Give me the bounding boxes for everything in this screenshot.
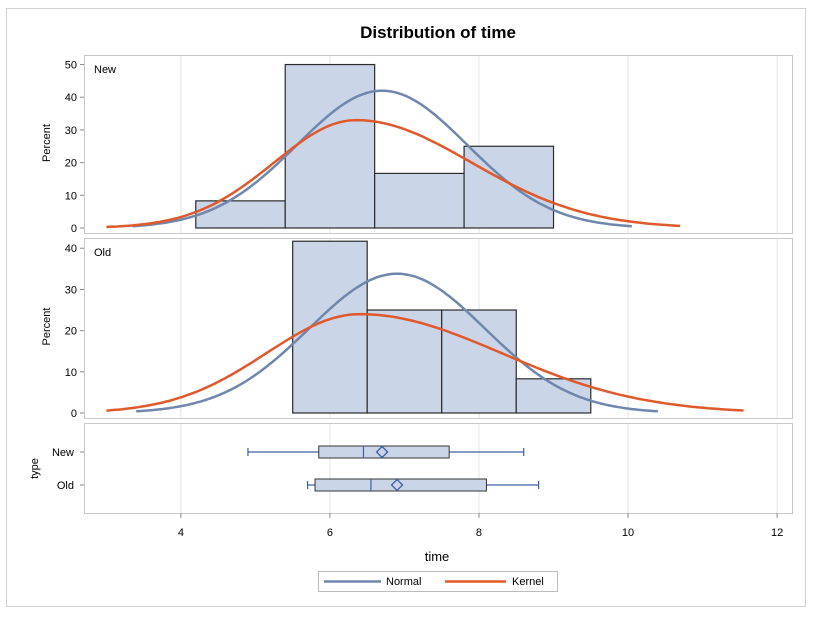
boxplot-new: New xyxy=(52,445,525,459)
y-tick-label: 40 xyxy=(65,243,77,255)
y-tick-label: 10 xyxy=(65,367,77,379)
normal-curve xyxy=(136,272,658,413)
x-axis: 4 6 8 10 12 xyxy=(178,513,783,539)
y-tick-label: 10 xyxy=(65,190,77,202)
normal-curve xyxy=(132,89,632,228)
mean-marker xyxy=(390,478,404,492)
legend-box xyxy=(318,571,558,592)
x-tick-label: 4 xyxy=(178,527,184,539)
histogram-bar xyxy=(463,145,555,229)
histogram-bar xyxy=(366,309,443,414)
group-label: New xyxy=(52,447,74,459)
histogram-bar xyxy=(374,172,465,229)
histogram-bar xyxy=(284,63,376,229)
y-tick-label: 30 xyxy=(65,284,77,296)
group-label: Old xyxy=(57,480,74,492)
mean-marker xyxy=(375,445,389,459)
kernel-curve xyxy=(106,312,744,412)
x-tick-label: 12 xyxy=(771,527,783,539)
panel-label: New xyxy=(94,64,116,76)
x-tick-label: 6 xyxy=(327,527,333,539)
histogram-panels: 0 10 20 30 40 50 New Percent 0 10 20 30 40 Old Percent xyxy=(41,55,793,420)
legend: Normal Kernel xyxy=(318,571,558,592)
box-y-axis-label: type xyxy=(29,458,41,479)
chart-title: Distribution of time xyxy=(360,23,516,42)
panel-label: Old xyxy=(94,247,111,259)
y-axis-label: Percent xyxy=(41,124,53,162)
y-tick-label: 20 xyxy=(65,326,77,338)
x-tick-label: 10 xyxy=(622,527,634,539)
kernel-curve xyxy=(106,118,681,229)
boxplot-panel: New Old type xyxy=(29,423,793,514)
histogram-panel-new: 0 10 20 30 40 50 New Percent xyxy=(41,55,793,235)
y-axis-label: Percent xyxy=(41,308,53,346)
histogram-bar xyxy=(441,309,517,414)
y-tick-label: 50 xyxy=(65,60,77,72)
y-tick-label: 30 xyxy=(65,125,77,137)
y-tick-label: 0 xyxy=(71,408,77,420)
legend-normal-label: Normal xyxy=(386,576,421,588)
histogram-panel-old: 0 10 20 30 40 Old Percent xyxy=(41,238,793,420)
legend-kernel-label: Kernel xyxy=(512,576,544,588)
histogram-bar xyxy=(292,240,368,414)
y-tick-label: 20 xyxy=(65,158,77,170)
panel-border xyxy=(84,238,793,419)
panel-border xyxy=(84,55,793,234)
y-tick-label: 40 xyxy=(65,92,77,104)
x-axis-label: time xyxy=(425,549,450,564)
boxplot-old: Old xyxy=(57,478,540,492)
outer-border xyxy=(6,8,806,607)
y-tick-label: 0 xyxy=(71,223,77,235)
panel-border xyxy=(84,423,793,514)
x-tick-label: 8 xyxy=(476,527,482,539)
